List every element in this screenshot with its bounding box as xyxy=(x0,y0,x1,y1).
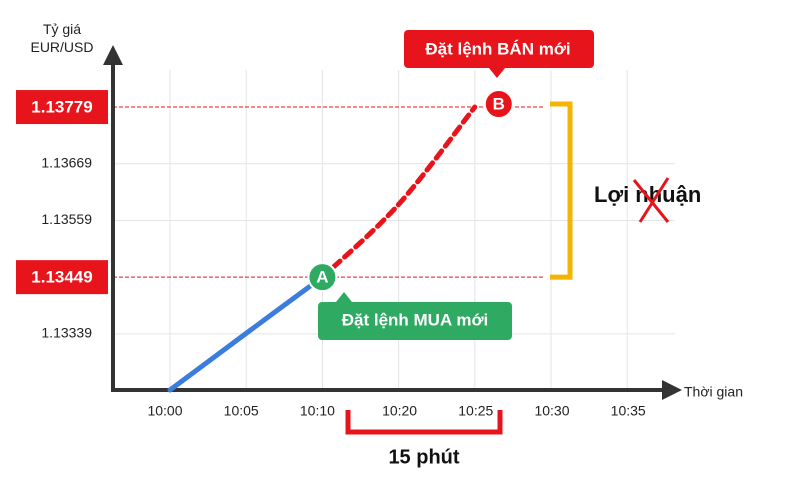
y-tick-highlight xyxy=(16,90,108,125)
y-tick-label: 1.13559 xyxy=(41,211,92,227)
y-tick-label: 1.13779 xyxy=(31,98,92,117)
buy-note: Đặt lệnh MUA mới xyxy=(342,310,489,329)
x-tick-label: 10:20 xyxy=(382,403,417,419)
x-axis-label: Thời gian xyxy=(684,384,743,400)
buy-marker xyxy=(307,262,338,293)
profit-label: Lợi nhuận xyxy=(594,182,701,207)
x-tick-label: 10:35 xyxy=(611,403,646,419)
x-tick-label: 10:10 xyxy=(300,403,335,419)
x-tick-label: 10:00 xyxy=(147,403,182,419)
sell-marker xyxy=(483,89,514,120)
profit-bracket xyxy=(550,101,573,280)
line xyxy=(319,104,478,280)
x-tick-label: 10:05 xyxy=(224,403,259,419)
sell-callout xyxy=(404,30,594,78)
duration-bracket xyxy=(345,410,503,435)
sell-marker-label: B xyxy=(493,95,505,114)
y-tick-label: 1.13339 xyxy=(41,325,92,341)
y-tick-highlight xyxy=(16,260,108,295)
cross xyxy=(632,177,670,223)
buy-marker-label: A xyxy=(316,268,328,287)
x-tick-label: 10:30 xyxy=(534,403,569,419)
y-tick-label: 1.13449 xyxy=(31,268,92,287)
x-tick-label: 10:25 xyxy=(458,403,493,419)
sell-note: Đặt lệnh BÁN mới xyxy=(425,39,570,58)
duration-label: 15 phút xyxy=(388,446,459,468)
line xyxy=(167,274,325,393)
buy-callout xyxy=(318,292,512,340)
y-axis-label: Tỷ giá EUR/USD xyxy=(30,21,93,55)
y-tick-label: 1.13669 xyxy=(41,154,92,170)
